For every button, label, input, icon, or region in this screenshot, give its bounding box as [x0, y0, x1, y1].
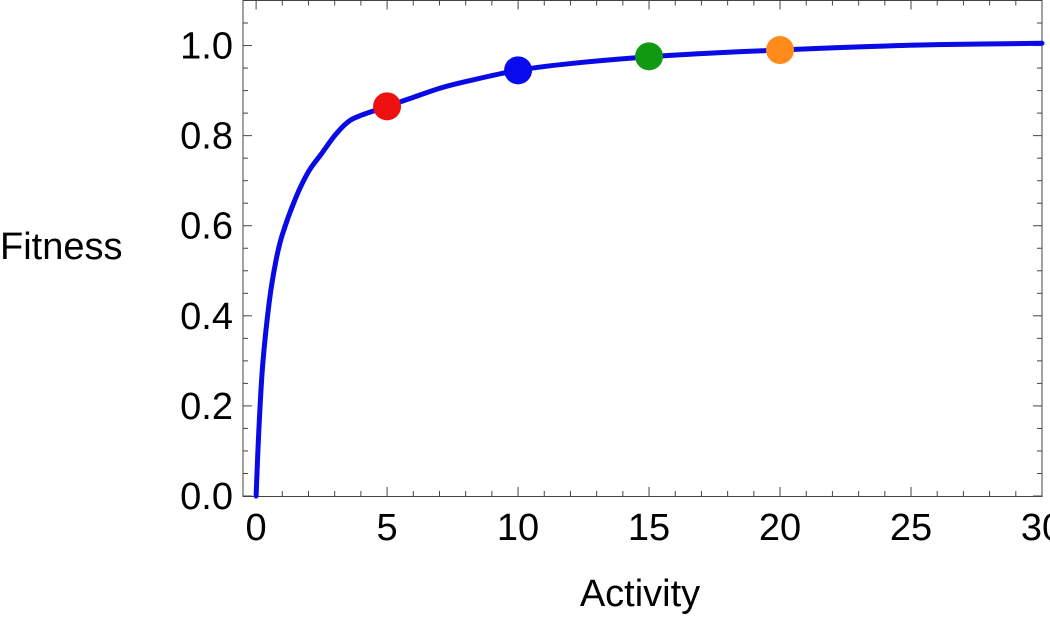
y-tick-label: 0.4: [180, 296, 233, 338]
y-tick-label: 0.2: [180, 386, 233, 428]
y-tick-label: 0.0: [180, 476, 233, 518]
x-tick-label: 5: [377, 507, 398, 549]
data-point: [766, 36, 795, 65]
x-tick-label: 15: [628, 507, 670, 549]
y-tick-label: 0.6: [180, 206, 233, 248]
y-ticks: 0.0 0.2 0.4 0.6 0.8 1.0: [180, 0, 1042, 518]
data-points: [373, 36, 795, 121]
x-tick-label: 10: [497, 507, 539, 549]
x-tick-label: 25: [890, 507, 932, 549]
x-tick-label: 30: [1021, 507, 1050, 549]
x-tick-label: 20: [759, 507, 801, 549]
plot-frame: [242, 0, 1043, 497]
y-tick-label: 1.0: [180, 26, 233, 68]
x-ticks: 0 5 10 15 20 25 30: [246, 0, 1050, 549]
y-axis-title: Fitness: [0, 226, 122, 268]
x-axis-title: Activity: [580, 573, 700, 615]
x-tick-label: 0: [246, 507, 267, 549]
y-tick-label: 0.8: [180, 116, 233, 158]
data-point: [504, 56, 533, 85]
data-point: [635, 42, 664, 71]
data-point: [373, 92, 402, 121]
